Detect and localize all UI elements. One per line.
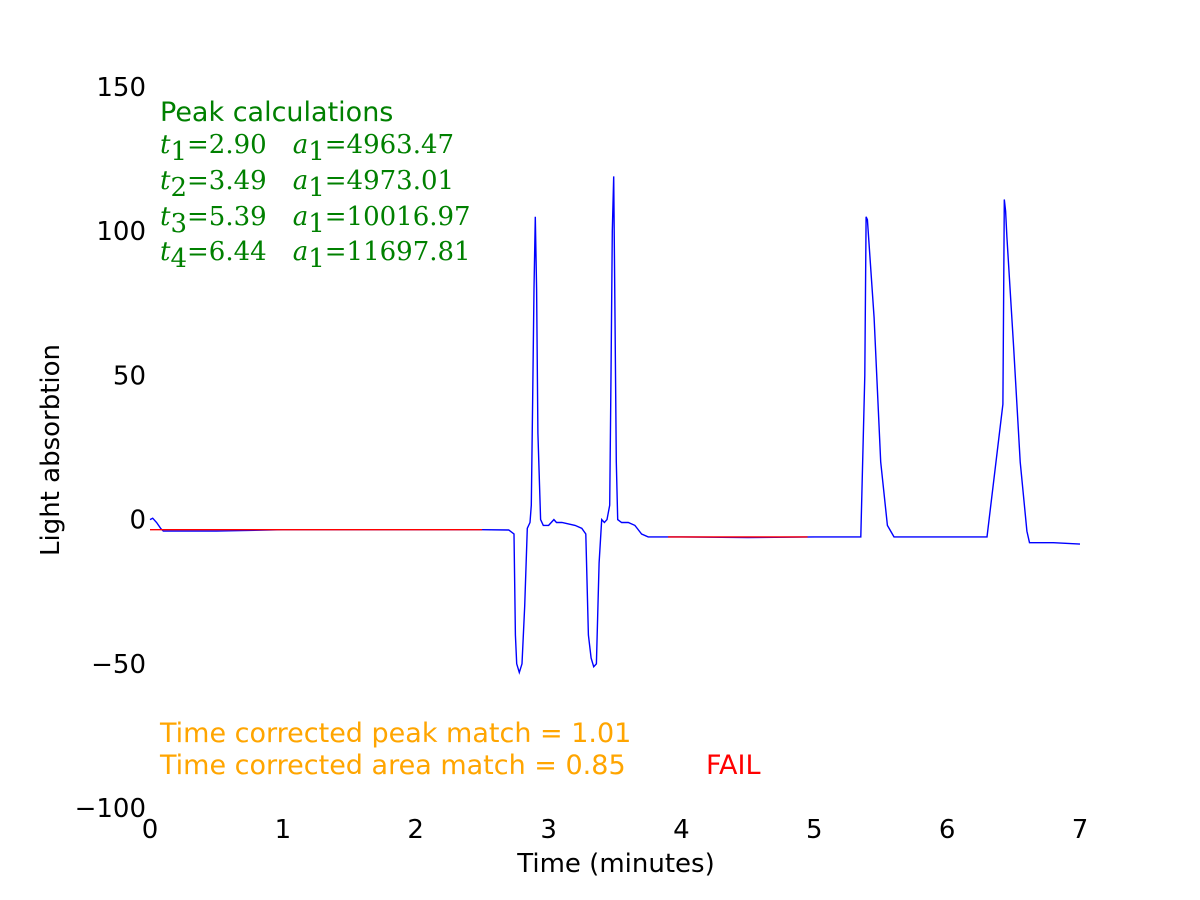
x-tick-label: 7	[1072, 815, 1089, 845]
x-tick-label: 5	[806, 815, 823, 845]
peak-row: t1=2.90 a1=4963.47	[160, 130, 454, 167]
absorbance-trace-line	[149, 176, 1081, 675]
peak-row-part: =4963.47	[325, 130, 454, 160]
y-axis-ticks: −100 −50 0 50 100 150	[75, 73, 146, 824]
peak-row-part: =3.49	[187, 166, 293, 196]
peak-row-part: 3	[170, 209, 187, 239]
area-match-text: Time corrected area match = 0.85	[159, 750, 626, 781]
y-tick-label: 0	[129, 506, 146, 536]
peak-row-part: 4	[170, 244, 187, 274]
peak-row-part: =5.39	[187, 202, 293, 232]
peak-row-part: 1	[308, 137, 325, 167]
x-axis-label: Time (minutes)	[516, 849, 714, 879]
peak-row: t3=5.39 a1=10016.97	[160, 202, 471, 239]
fail-status: FAIL	[706, 750, 761, 781]
peak-row-part: a	[293, 202, 309, 232]
peak-row: t4=6.44 a1=11697.81	[160, 237, 471, 274]
x-tick-label: 2	[407, 815, 424, 845]
peak-row: t2=3.49 a1=4973.01	[160, 166, 454, 203]
peak-row-part: t	[160, 237, 171, 267]
x-axis-ticks: 0 1 2 3 4 5 6 7	[142, 815, 1089, 845]
y-axis-label: Light absorbtion	[36, 344, 66, 556]
peak-row-part: =10016.97	[325, 202, 471, 232]
peak-row-part: =2.90	[187, 130, 293, 160]
peak-match-text: Time corrected peak match = 1.01	[159, 718, 631, 749]
y-tick-label: 150	[96, 73, 146, 103]
peak-row-part: 1	[308, 173, 325, 203]
y-tick-label: −100	[75, 794, 146, 824]
peak-row-part: t	[160, 166, 171, 196]
x-tick-label: 3	[540, 815, 557, 845]
peak-row-part: 1	[308, 244, 325, 274]
peak-row-part: a	[293, 166, 309, 196]
peak-row-part: 1	[170, 137, 187, 167]
peak-row-part: a	[293, 130, 309, 160]
x-tick-label: 0	[142, 815, 159, 845]
peak-row-part: t	[160, 202, 171, 232]
chart-traces	[149, 176, 1081, 675]
y-tick-label: −50	[91, 650, 146, 680]
x-tick-label: 4	[673, 815, 690, 845]
x-tick-label: 6	[939, 815, 956, 845]
peak-calculations-title: Peak calculations	[160, 97, 393, 128]
peak-row-part: 2	[170, 173, 187, 203]
peak-row-part: a	[293, 237, 309, 267]
y-tick-label: 100	[96, 217, 146, 247]
y-tick-label: 50	[113, 361, 146, 391]
peak-row-part: =11697.81	[325, 237, 471, 267]
peak-row-part: =4973.01	[325, 166, 454, 196]
peak-row-part: t	[160, 130, 171, 160]
x-tick-label: 1	[275, 815, 292, 845]
peak-row-part: =6.44	[187, 237, 293, 267]
peak-row-part: 1	[308, 209, 325, 239]
